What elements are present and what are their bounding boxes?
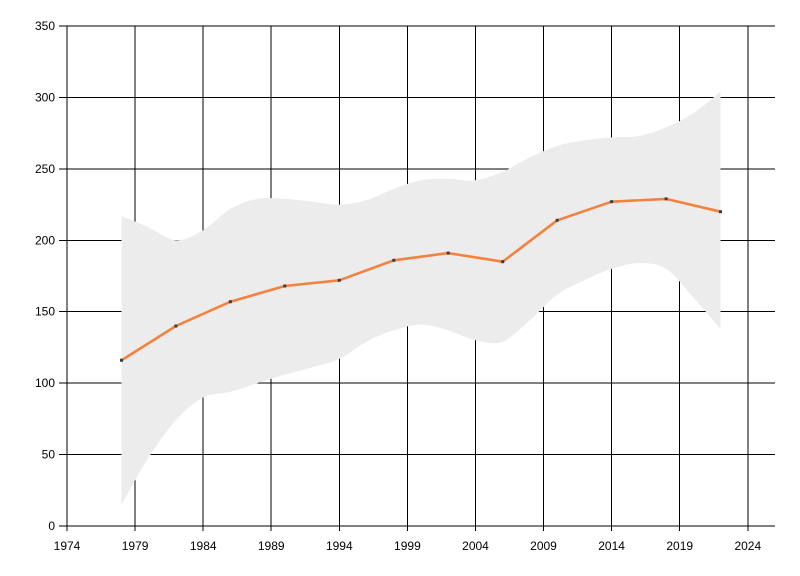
data-point-marker	[501, 260, 505, 264]
y-axis-tick-label: 0	[48, 519, 55, 533]
x-axis-tick-label: 2009	[530, 539, 557, 553]
x-axis-tick-label: 1974	[54, 539, 81, 553]
data-line-series	[120, 197, 722, 362]
x-axis-tick-label: 2014	[598, 539, 625, 553]
data-point-marker	[446, 251, 450, 255]
y-axis-tick-label: 200	[35, 233, 55, 247]
y-axis-tick-label: 50	[42, 448, 56, 462]
data-point-marker	[392, 258, 396, 262]
data-point-marker	[228, 300, 232, 304]
y-axis-tick-labels: 0 50 100 150 200 250 300 350	[35, 19, 55, 533]
y-axis-tick-label: 250	[35, 162, 55, 176]
confidence-band	[121, 91, 721, 505]
y-axis-tick-label: 150	[35, 305, 55, 319]
x-axis-tick-label: 1984	[190, 539, 217, 553]
data-point-marker	[610, 200, 614, 204]
data-point-marker	[555, 218, 559, 222]
x-axis-tick-label: 2024	[734, 539, 761, 553]
data-point-markers	[120, 197, 722, 362]
x-axis-tick-label: 1999	[394, 539, 421, 553]
x-axis-tick-label: 2004	[462, 539, 489, 553]
confidence-band-area	[121, 91, 721, 505]
data-point-marker	[719, 210, 722, 214]
x-axis-tick-label: 1979	[122, 539, 149, 553]
data-point-marker	[174, 324, 178, 328]
x-axis-tick-label: 2019	[666, 539, 693, 553]
data-point-marker	[283, 284, 287, 288]
data-point-marker	[337, 278, 341, 282]
x-axis-tick-labels: 1974 1979 1984 1989 1994 1999 2004 2009 2014 2019…	[54, 539, 762, 553]
series-line	[120, 197, 722, 362]
data-point-marker	[120, 358, 123, 362]
x-axis-tick-label: 1994	[326, 539, 353, 553]
y-axis-tick-label: 100	[35, 376, 55, 390]
x-axis-tick-label: 1989	[258, 539, 285, 553]
y-axis-tick-label: 350	[35, 19, 55, 33]
data-point-marker	[664, 197, 668, 201]
y-axis-tick-label: 300	[35, 90, 55, 104]
